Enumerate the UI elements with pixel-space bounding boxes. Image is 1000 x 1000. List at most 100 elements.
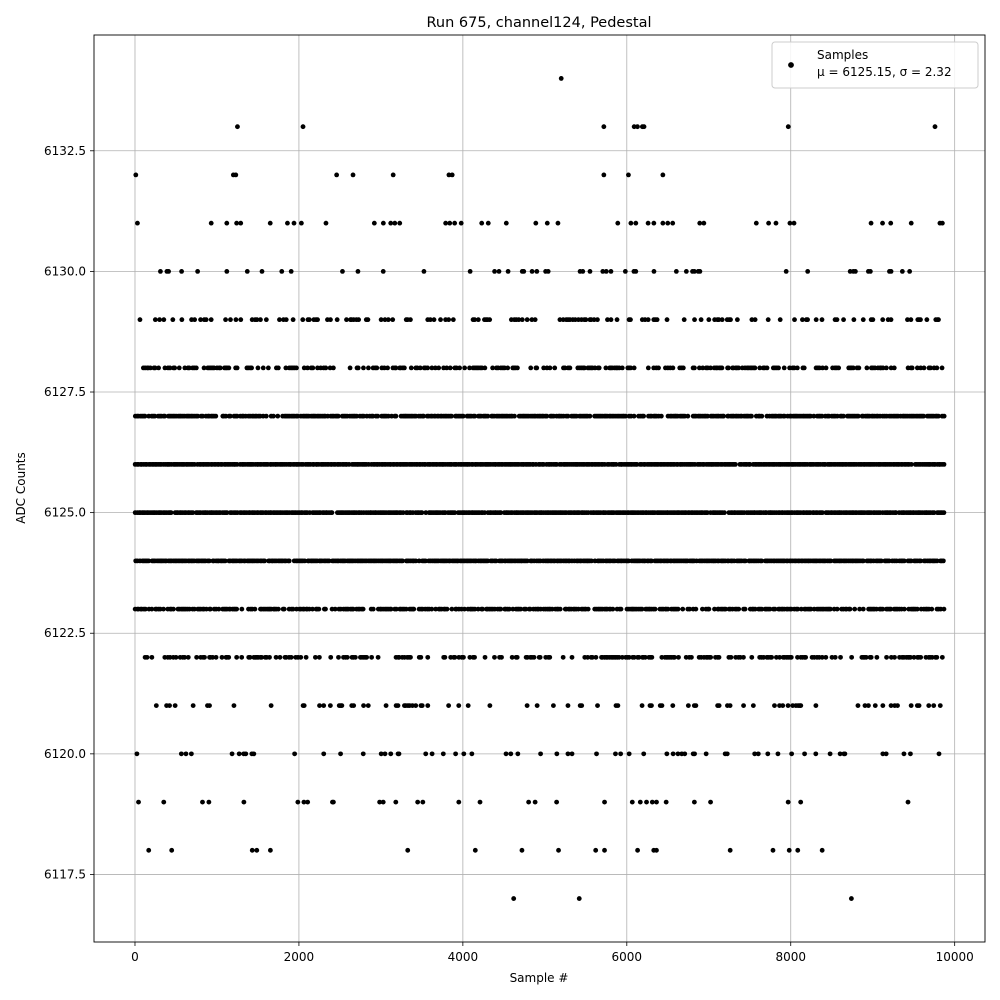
data-point [883,365,889,371]
data-point [852,606,858,612]
data-point [752,606,758,612]
data-point [235,124,240,130]
data-point [369,654,375,660]
data-point [834,317,840,323]
data-point [649,703,654,709]
data-point [795,847,801,853]
data-point [340,268,345,274]
data-point [654,799,659,805]
data-point [443,220,449,226]
data-point [936,413,941,419]
data-point [808,606,814,612]
data-point [914,365,920,371]
data-point [868,220,874,226]
data-point [547,654,553,660]
x-tick-label: 4000 [448,950,479,964]
data-point [868,654,874,660]
data-point [499,654,504,660]
data-point [134,751,140,757]
data-point [344,654,350,660]
data-point [408,365,414,371]
data-point [639,703,645,709]
data-point [837,751,843,757]
data-point [176,365,182,371]
data-point [633,268,639,274]
data-point [479,220,485,226]
data-point [388,606,394,612]
data-point [614,317,620,323]
data-point [446,172,452,178]
data-point [275,413,281,419]
data-point [354,413,360,419]
data-point [514,654,520,660]
data-point [335,413,341,419]
data-point [589,558,594,564]
data-point [472,317,478,323]
data-point [477,799,483,805]
data-point [267,847,273,853]
data-point [423,558,428,564]
data-point [628,365,634,371]
data-point [596,365,602,371]
data-point [161,799,167,805]
data-point [631,413,637,419]
data-point [585,606,591,612]
data-point [173,654,179,660]
data-point [593,654,599,660]
data-point [382,751,388,757]
data-point [554,751,560,757]
data-point [405,847,411,853]
data-point [860,558,866,564]
data-point [515,365,520,371]
data-point [401,365,407,371]
data-point [277,654,283,660]
data-point [361,365,366,371]
data-point [179,268,184,274]
data-point [716,654,722,660]
data-point [641,124,647,130]
data-point [649,799,655,805]
data-point [447,220,453,226]
data-point [440,751,446,757]
data-point [658,413,664,419]
data-point [190,510,196,516]
data-point [302,558,308,564]
data-point [227,413,233,419]
data-point [631,124,637,130]
data-point [241,799,247,805]
data-point [615,220,621,226]
data-point [811,413,817,419]
data-point [928,365,933,371]
data-point [849,654,855,660]
data-point [932,124,938,130]
data-point [918,654,924,660]
data-point [452,654,458,660]
data-point [152,317,158,323]
data-point [203,606,209,612]
data-point [170,317,176,323]
data-point [794,365,800,371]
data-point [410,703,415,709]
data-point [201,365,207,371]
data-point [482,365,488,371]
data-point [509,654,515,660]
data-point [323,606,328,612]
data-point [880,317,886,323]
data-point [524,558,530,564]
data-point [649,654,655,660]
data-point [233,172,239,178]
data-point [544,413,550,419]
data-point [168,510,174,516]
data-point [842,751,848,757]
data-point [487,317,493,323]
data-point [544,220,550,226]
data-point [526,799,532,805]
data-point [148,365,153,371]
data-point [521,268,527,274]
data-point [619,654,625,660]
data-point [465,703,471,709]
data-point [636,654,642,660]
data-point [411,606,417,612]
data-point [683,268,689,274]
